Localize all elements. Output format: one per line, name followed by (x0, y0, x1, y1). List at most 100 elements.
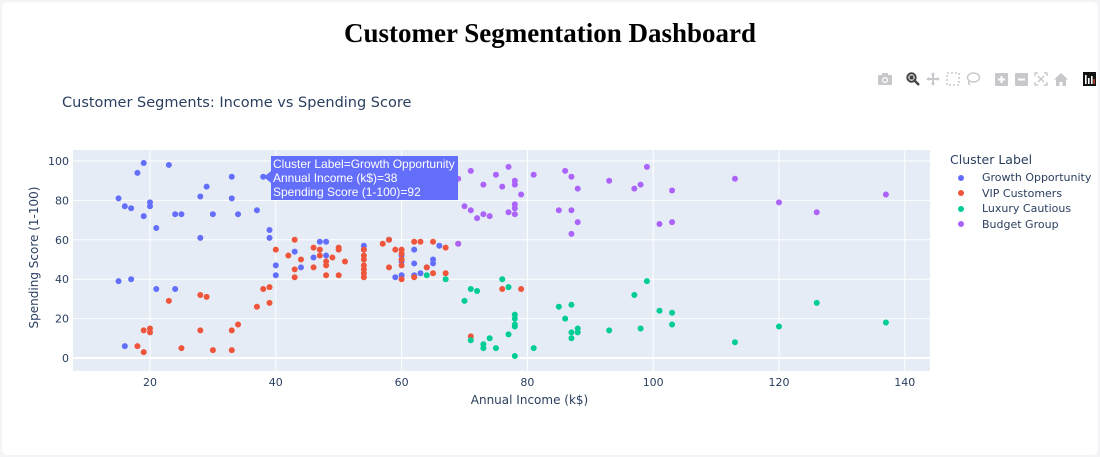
data-point[interactable] (335, 244, 342, 251)
plot-area[interactable] (73, 150, 930, 371)
data-point[interactable] (147, 199, 153, 206)
data-point[interactable] (128, 276, 135, 283)
data-point[interactable] (669, 309, 676, 316)
data-point[interactable] (643, 278, 650, 285)
data-point[interactable] (392, 274, 399, 281)
data-point[interactable] (165, 297, 172, 304)
data-point[interactable] (235, 321, 242, 328)
data-point[interactable] (398, 246, 405, 253)
data-point[interactable] (606, 177, 613, 184)
data-point[interactable] (411, 238, 418, 245)
data-point[interactable] (631, 185, 638, 192)
legend-item-luxury-cautious[interactable]: Luxury Cautious (950, 201, 1091, 217)
data-point[interactable] (323, 262, 330, 269)
data-point[interactable] (555, 303, 562, 310)
data-point[interactable] (511, 211, 518, 218)
data-point[interactable] (329, 254, 336, 261)
data-point[interactable] (197, 234, 204, 241)
data-point[interactable] (316, 246, 323, 253)
data-point[interactable] (291, 274, 298, 281)
legend-item-budget-group[interactable]: Budget Group (950, 217, 1091, 233)
data-point[interactable] (530, 345, 537, 352)
data-point[interactable] (140, 349, 147, 356)
zoom-in-icon[interactable] (994, 72, 1008, 86)
data-point[interactable] (511, 353, 518, 360)
data-point[interactable] (882, 191, 889, 198)
data-point[interactable] (398, 262, 405, 269)
data-point[interactable] (423, 272, 430, 279)
data-point[interactable] (467, 207, 474, 214)
data-point[interactable] (555, 207, 562, 214)
data-point[interactable] (140, 327, 147, 334)
data-point[interactable] (134, 169, 141, 176)
data-point[interactable] (643, 163, 650, 170)
data-point[interactable] (392, 246, 399, 253)
data-point[interactable] (669, 219, 676, 226)
data-point[interactable] (341, 258, 348, 265)
data-point[interactable] (882, 319, 889, 326)
data-point[interactable] (335, 272, 342, 279)
data-point[interactable] (430, 256, 437, 263)
data-point[interactable] (323, 252, 330, 259)
data-point[interactable] (360, 274, 367, 281)
data-point[interactable] (492, 171, 499, 178)
data-point[interactable] (310, 254, 317, 261)
data-point[interactable] (197, 327, 204, 334)
data-point[interactable] (467, 337, 474, 344)
data-point[interactable] (499, 183, 506, 190)
data-point[interactable] (310, 264, 317, 271)
data-point[interactable] (442, 276, 449, 283)
legend-item-growth-opportunity[interactable]: Growth Opportunity (950, 170, 1091, 186)
data-point[interactable] (253, 303, 260, 310)
data-point[interactable] (266, 234, 273, 241)
data-point[interactable] (492, 345, 499, 352)
data-point[interactable] (411, 246, 418, 253)
data-point[interactable] (398, 256, 405, 263)
data-point[interactable] (486, 335, 493, 342)
data-point[interactable] (260, 286, 267, 293)
data-point[interactable] (197, 291, 204, 298)
data-point[interactable] (631, 291, 638, 298)
data-point[interactable] (562, 167, 569, 174)
data-point[interactable] (140, 159, 147, 166)
data-point[interactable] (266, 226, 273, 233)
data-point[interactable] (323, 272, 330, 279)
data-point[interactable] (568, 335, 575, 342)
data-point[interactable] (291, 248, 298, 255)
data-point[interactable] (386, 236, 393, 243)
data-point[interactable] (121, 203, 128, 210)
data-point[interactable] (430, 270, 437, 277)
data-point[interactable] (272, 262, 279, 269)
data-point[interactable] (398, 276, 405, 283)
data-point[interactable] (474, 215, 481, 222)
lasso-select-icon[interactable] (966, 72, 980, 86)
camera-icon[interactable] (878, 72, 892, 86)
data-point[interactable] (121, 343, 128, 350)
data-point[interactable] (568, 329, 575, 336)
data-point[interactable] (411, 260, 418, 267)
data-point[interactable] (291, 236, 298, 243)
data-point[interactable] (731, 175, 738, 182)
data-point[interactable] (562, 315, 569, 322)
data-point[interactable] (172, 211, 179, 218)
data-point[interactable] (606, 327, 613, 334)
data-point[interactable] (461, 203, 468, 210)
data-point[interactable] (266, 284, 273, 291)
data-point[interactable] (505, 163, 512, 170)
data-point[interactable] (235, 211, 242, 218)
data-point[interactable] (637, 325, 644, 332)
data-point[interactable] (153, 224, 160, 231)
data-point[interactable] (486, 213, 493, 220)
data-point[interactable] (228, 347, 235, 354)
autoscale-icon[interactable] (1034, 72, 1048, 86)
data-point[interactable] (209, 211, 216, 218)
data-point[interactable] (115, 195, 122, 202)
data-point[interactable] (272, 246, 279, 253)
data-point[interactable] (178, 211, 185, 218)
data-point[interactable] (172, 286, 179, 293)
data-point[interactable] (568, 173, 575, 180)
data-point[interactable] (568, 301, 575, 308)
data-point[interactable] (813, 209, 820, 216)
data-point[interactable] (455, 240, 462, 247)
data-point[interactable] (147, 325, 153, 332)
